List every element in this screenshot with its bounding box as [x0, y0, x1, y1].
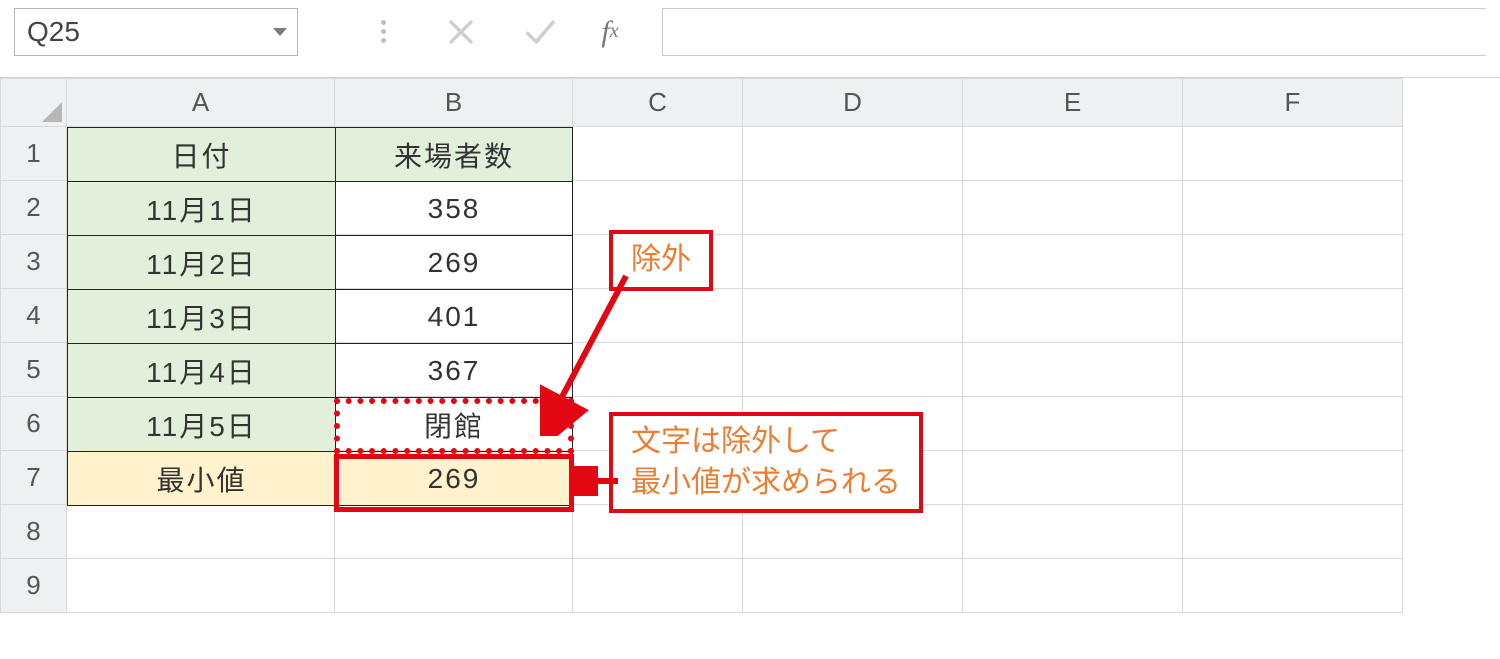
- cell-b3[interactable]: 269: [336, 236, 573, 290]
- name-box-dropdown-icon[interactable]: [273, 28, 287, 36]
- cancel-icon: [422, 8, 500, 56]
- row-head-8[interactable]: 8: [1, 505, 67, 559]
- callout-explain-line2: 最小値が求められる: [631, 466, 901, 499]
- cell-b1[interactable]: 来場者数: [336, 128, 573, 182]
- callout-explain-line1: 文字は除外して: [631, 425, 840, 458]
- cell-b4[interactable]: 401: [336, 290, 573, 344]
- cell-a5[interactable]: 11月4日: [68, 344, 336, 398]
- col-head-a[interactable]: A: [67, 79, 335, 127]
- row-head-5[interactable]: 5: [1, 343, 67, 397]
- cell-a7[interactable]: 最小値: [68, 452, 336, 506]
- formula-bar-options-icon[interactable]: [344, 8, 422, 56]
- cell-b7[interactable]: 269: [336, 452, 573, 506]
- cell-b5[interactable]: 367: [336, 344, 573, 398]
- cell-a4[interactable]: 11月3日: [68, 290, 336, 344]
- row-head-3[interactable]: 3: [1, 235, 67, 289]
- formula-input[interactable]: [662, 8, 1486, 56]
- col-head-c[interactable]: C: [573, 79, 743, 127]
- row-head-1[interactable]: 1: [1, 127, 67, 181]
- spreadsheet-grid[interactable]: A B C D E F 1 2 3 4 5 6 7 8 9 日付 来場者数 11…: [0, 78, 1500, 613]
- cell-a3[interactable]: 11月2日: [68, 236, 336, 290]
- col-head-e[interactable]: E: [963, 79, 1183, 127]
- fx-icon[interactable]: fx: [578, 8, 656, 56]
- name-box-value: Q25: [27, 16, 80, 48]
- cell-a6[interactable]: 11月5日: [68, 398, 336, 452]
- col-head-d[interactable]: D: [743, 79, 963, 127]
- formula-bar: Q25 fx: [0, 0, 1500, 78]
- col-head-b[interactable]: B: [335, 79, 573, 127]
- cell-b2[interactable]: 358: [336, 182, 573, 236]
- row-head-7[interactable]: 7: [1, 451, 67, 505]
- callout-exclude: 除外: [609, 230, 713, 291]
- row-head-4[interactable]: 4: [1, 289, 67, 343]
- enter-icon: [500, 8, 578, 56]
- callout-explain: 文字は除外して 最小値が求められる: [609, 412, 923, 513]
- cell-b6[interactable]: 閉館: [336, 398, 573, 452]
- select-all-corner[interactable]: [1, 79, 67, 127]
- data-table: 日付 来場者数 11月1日 358 11月2日 269 11月3日 401 11…: [67, 127, 573, 506]
- row-head-6[interactable]: 6: [1, 397, 67, 451]
- row-head-2[interactable]: 2: [1, 181, 67, 235]
- cell-a1[interactable]: 日付: [68, 128, 336, 182]
- cell-a2[interactable]: 11月1日: [68, 182, 336, 236]
- col-head-f[interactable]: F: [1183, 79, 1403, 127]
- row-head-9[interactable]: 9: [1, 559, 67, 613]
- callout-exclude-text: 除外: [631, 243, 691, 276]
- name-box[interactable]: Q25: [14, 8, 298, 56]
